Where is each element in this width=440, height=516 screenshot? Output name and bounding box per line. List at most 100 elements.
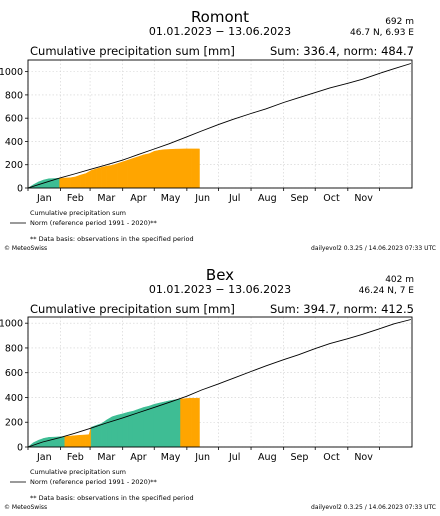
legend-observed-label: Cumulative precipitation sum xyxy=(30,209,126,217)
month-label-feb: Feb xyxy=(67,452,84,463)
month-label-may: May xyxy=(161,452,181,463)
observed-area-segment xyxy=(143,405,150,448)
sum-summary: Sum: 394.7, norm: 412.5 xyxy=(270,302,414,316)
y-tick-label: 0 xyxy=(17,443,23,454)
month-label-oct: Oct xyxy=(323,452,340,463)
observed-area-segment xyxy=(43,436,50,448)
month-label-may: May xyxy=(161,193,181,204)
observed-area-segment xyxy=(90,424,97,448)
y-tick-label: 400 xyxy=(5,393,23,404)
observed-area-segment xyxy=(96,166,102,189)
month-label-jul: Jul xyxy=(228,193,240,204)
y-tick-label: 600 xyxy=(5,114,23,125)
legend-norm-label: Norm (reference period 1991 - 2020)** xyxy=(30,478,158,486)
y-tick-label: 600 xyxy=(5,368,23,379)
observed-area-segment xyxy=(143,153,150,189)
month-label-jun: Jun xyxy=(194,193,210,204)
y-tick-label: 800 xyxy=(5,90,23,101)
observed-area-segment xyxy=(64,435,71,448)
chart-title: Cumulative precipitation sum [mm] xyxy=(30,302,235,316)
observed-area-segment xyxy=(132,156,139,189)
observed-area-segment xyxy=(75,174,81,189)
y-tick-label: 1000 xyxy=(0,319,23,330)
observed-area-segment xyxy=(185,397,192,448)
month-label-aug: Aug xyxy=(258,452,277,463)
observed-area-segment xyxy=(69,176,76,189)
y-tick-label: 200 xyxy=(5,418,23,429)
observed-area-segment xyxy=(148,403,155,448)
observed-area-segment xyxy=(80,173,87,189)
observed-area-segment xyxy=(138,154,144,189)
y-tick-label: 200 xyxy=(5,160,23,171)
observed-area-segment xyxy=(164,400,171,448)
sum-summary: Sum: 336.4, norm: 484.7 xyxy=(270,44,414,58)
observed-area-segment xyxy=(138,407,144,448)
observed-area-segment xyxy=(96,423,102,448)
observed-area-segment xyxy=(175,148,181,189)
observed-area-segment xyxy=(101,165,108,189)
observed-area-segment xyxy=(64,177,71,189)
observed-area-segment xyxy=(127,157,134,189)
y-tick-label: 400 xyxy=(5,137,23,148)
legend-observed-label: Cumulative precipitation sum xyxy=(30,468,126,476)
month-label-mar: Mar xyxy=(97,193,115,204)
elevation: 692 m xyxy=(385,17,414,27)
plot-frame xyxy=(27,316,413,448)
coordinates: 46.7 N, 6.93 E xyxy=(350,28,414,38)
observed-area-segment xyxy=(90,168,97,189)
month-label-nov: Nov xyxy=(354,193,373,204)
observed-area-segment xyxy=(59,177,66,189)
observed-area-segment xyxy=(190,148,197,189)
observed-area-segment xyxy=(185,148,192,189)
meteoswiss-credit: © MeteoSwiss xyxy=(4,504,47,511)
legend-norm-label: Norm (reference period 1991 - 2020)** xyxy=(30,219,158,227)
observed-area-segment xyxy=(148,150,155,189)
observed-area-segment xyxy=(196,148,200,189)
observed-area-segment xyxy=(153,149,160,189)
y-tick-label: 800 xyxy=(5,343,23,354)
month-label-nov: Nov xyxy=(354,452,373,463)
month-label-sep: Sep xyxy=(290,193,308,204)
observed-area-segment xyxy=(159,401,166,448)
month-label-jan: Jan xyxy=(36,452,52,463)
observed-area-segment xyxy=(190,397,197,448)
observed-area-segment xyxy=(85,434,90,448)
observed-area-segment xyxy=(80,434,87,448)
observed-area-segment xyxy=(48,436,55,448)
month-label-mar: Mar xyxy=(97,452,115,463)
observed-area-segment xyxy=(75,434,81,448)
version-info: dailyevol2 0.3.25 / 14.06.2023 07:33 UTC xyxy=(311,245,436,252)
coordinates: 46.24 N, 7 E xyxy=(359,286,415,296)
observed-area-segment xyxy=(106,165,113,189)
observed-area-segment xyxy=(175,398,181,448)
observed-area-segment xyxy=(111,163,118,189)
observed-area-segment xyxy=(180,398,187,448)
month-label-apr: Apr xyxy=(130,193,147,204)
observed-area-segment xyxy=(88,427,92,448)
observed-area-segment xyxy=(117,161,123,189)
month-label-feb: Feb xyxy=(67,193,84,204)
station-name: Bex xyxy=(206,266,234,284)
observed-area-segment xyxy=(169,148,176,189)
observed-area-segment xyxy=(69,435,76,448)
observed-area-segment xyxy=(59,436,66,448)
norm-line xyxy=(27,319,412,448)
data-basis-note: ** Data basis: observations in the speci… xyxy=(30,235,194,243)
month-label-jan: Jan xyxy=(36,193,52,204)
month-label-jul: Jul xyxy=(228,452,240,463)
observed-area-segment xyxy=(132,408,139,448)
month-label-sep: Sep xyxy=(290,452,308,463)
data-basis-note: ** Data basis: observations in the speci… xyxy=(30,494,194,502)
version-info: dailyevol2 0.3.25 / 14.06.2023 07:33 UTC xyxy=(311,504,436,511)
observed-area-segment xyxy=(196,397,200,448)
plot-frame xyxy=(27,59,413,189)
observed-area-segment xyxy=(164,149,171,189)
period: 01.01.2023 − 13.06.2023 xyxy=(149,283,291,296)
observed-area-segment xyxy=(169,399,176,448)
month-label-apr: Apr xyxy=(130,452,147,463)
month-label-jun: Jun xyxy=(194,452,210,463)
norm-line xyxy=(27,63,412,189)
month-label-oct: Oct xyxy=(323,193,340,204)
elevation: 402 m xyxy=(385,275,414,285)
